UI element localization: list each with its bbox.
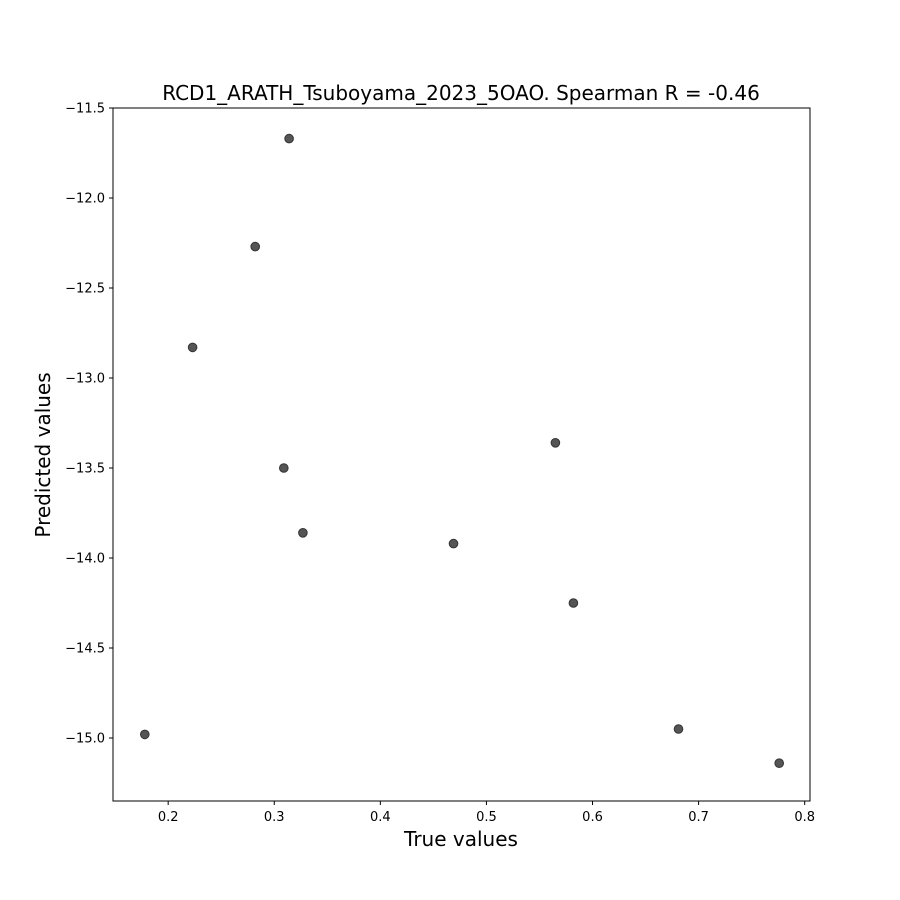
x-tick-label: 0.2 [158,810,179,825]
y-tick-label: −14.0 [65,552,105,567]
x-tick-label: 0.5 [476,810,497,825]
data-point-10 [673,724,684,734]
y-tick-label: −12.0 [65,192,105,207]
data-point-11 [774,758,785,769]
y-axis-ticks: −11.5 −12.0 −12.5 −13.0 −13.5 −14.0 −14.5 −15.0 [65,102,113,747]
x-axis-ticks: 0.2 0.3 0.4 0.5 0.6 0.7 0.8 [158,801,815,825]
data-point-9 [140,729,150,740]
y-tick-label: −14.5 [65,642,105,657]
data-point-8 [568,598,579,608]
plot-area [112,107,811,802]
y-tick-label: −13.0 [65,372,105,387]
data-point-3 [187,342,198,353]
x-tick-label: 0.4 [370,810,391,825]
y-axis-label: Predicted values [31,372,55,537]
plot-frame [112,107,811,802]
x-axis-label: True values [403,827,518,851]
data-point-5 [279,463,289,473]
x-tick-label: 0.3 [264,810,285,825]
data-point-6 [298,528,308,538]
x-tick-label: 0.6 [582,810,603,825]
data-point-4 [550,438,561,448]
x-tick-label: 0.8 [794,810,815,825]
data-points [140,133,785,769]
x-tick-label: 0.7 [688,810,709,825]
data-point-2 [250,241,260,252]
y-tick-label: −15.0 [65,732,105,747]
data-point-7 [448,538,459,549]
y-tick-label: −11.5 [65,102,105,117]
y-tick-label: −13.5 [65,462,105,477]
y-tick-label: −12.5 [65,282,105,297]
data-point-1 [284,133,294,144]
chart-title: RCD1_ARATH_Tsuboyama_2023_5OAO. Spearman… [162,81,760,105]
